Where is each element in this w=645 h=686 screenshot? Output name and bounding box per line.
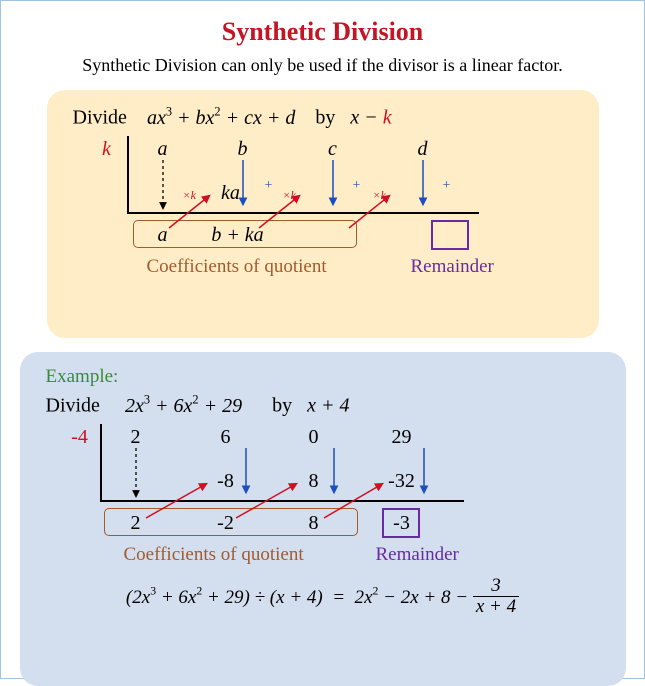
mid-ka: ka [201,182,261,205]
quotient-box [133,220,357,248]
example-label: Example: [46,366,600,388]
generic-dividend: ax3 + bx2 + cx + d [147,107,300,129]
remainder-box-2 [382,508,420,538]
times-k-3: ×k [373,188,386,203]
tableau-hline [127,212,479,214]
divide-label: Divide [73,107,127,129]
plus-2: + [353,178,361,194]
generic-divisor: x − k [350,107,391,129]
generic-prompt: Divide ax3 + bx2 + cx + d by x − k [73,104,573,130]
example-divisor: x + 4 [307,395,349,417]
m1: -8 [196,470,256,493]
by-label-2: by [272,395,292,417]
rem-denominator: x + 4 [473,597,519,617]
example-dividend: 2x3 + 6x2 + 29 [125,395,242,417]
rem-caption: Remainder [411,256,494,278]
t3: 29 [372,426,432,449]
k-value: -4 [50,426,110,449]
generic-tableau: k a b c d ka a b + ka ×k ×k ×k + + + [73,138,573,256]
m3: -32 [372,470,432,493]
quotient-box-2 [104,508,358,536]
t1: 6 [196,426,256,449]
plus-3: + [443,178,451,194]
tableau-hline-2 [100,500,464,502]
coef-b: b [213,138,273,161]
quot-caption: Coefficients of quotient [147,256,327,278]
k-corner: k [77,138,137,161]
generic-scheme-panel: Divide ax3 + bx2 + cx + d by x − k k a b… [47,90,599,338]
page-frame: Synthetic Division Synthetic Division ca… [0,0,645,679]
times-k-2: ×k [283,188,296,203]
coef-a: a [133,138,193,161]
example-tableau: -4 2 6 0 29 -8 8 -32 2 -2 8 -3 [46,426,600,544]
m2: 8 [284,470,344,493]
t0: 2 [106,426,166,449]
t2: 0 [284,426,344,449]
page-title: Synthetic Division [19,17,626,47]
coef-c: c [303,138,363,161]
by-label: by [315,107,335,129]
times-k-1: ×k [183,188,196,203]
coef-d: d [393,138,453,161]
example-panel: Example: Divide 2x3 + 6x2 + 29 by x + 4 … [20,352,626,686]
example-result: (2x3 + 6x2 + 29) ÷ (x + 4) = 2x2 − 2x + … [46,578,600,619]
divide-label-2: Divide [46,395,100,417]
remainder-box [431,220,469,250]
plus-1: + [265,178,273,194]
rem-caption-2: Remainder [376,544,459,566]
page-subtitle: Synthetic Division can only be used if t… [19,55,626,76]
rem-numerator: 3 [473,576,519,597]
example-prompt: Divide 2x3 + 6x2 + 29 by x + 4 [46,392,600,418]
quot-caption-2: Coefficients of quotient [124,544,304,566]
